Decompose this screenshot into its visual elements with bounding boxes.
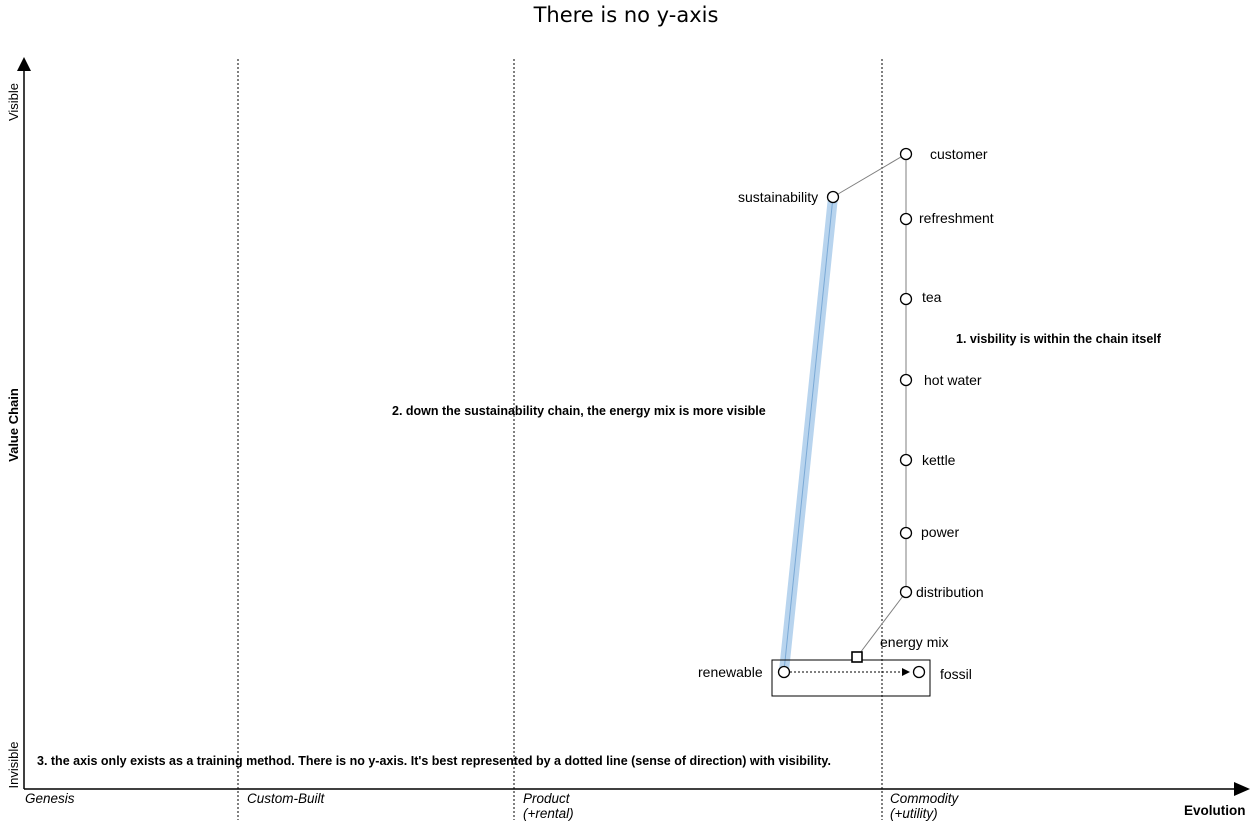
evolution-arrowhead xyxy=(902,668,910,676)
stage-product: Product (+rental) xyxy=(523,791,574,821)
label-hot-water: hot water xyxy=(924,372,982,388)
node-energy-mix xyxy=(851,651,863,663)
y-axis-title: Value Chain xyxy=(6,388,21,462)
y-axis-arrowhead xyxy=(17,57,31,71)
label-tea: tea xyxy=(922,289,942,305)
label-sustainability: sustainability xyxy=(738,189,819,205)
y-axis-bottom-label: Invisible xyxy=(6,741,21,789)
map-title: There is no y-axis xyxy=(533,3,719,27)
stage-product-label: Product xyxy=(523,791,570,806)
label-fossil: fossil xyxy=(940,666,972,682)
node-tea xyxy=(899,292,913,306)
stage-custom-built: Custom-Built xyxy=(247,791,324,806)
node-hot-water xyxy=(899,373,913,387)
label-distribution: distribution xyxy=(916,584,984,600)
node-kettle xyxy=(899,453,913,467)
node-refreshment xyxy=(899,212,913,226)
label-kettle: kettle xyxy=(922,452,956,468)
node-sustainability xyxy=(826,190,840,204)
note-3: 3. the axis only exists as a training me… xyxy=(37,754,831,768)
node-renewable xyxy=(777,665,791,679)
label-energy-mix: energy mix xyxy=(880,634,949,650)
label-renewable: renewable xyxy=(698,664,763,680)
y-axis-top-label: Visible xyxy=(6,82,21,122)
x-axis-title: Evolution xyxy=(1184,803,1246,818)
stage-commodity-sub: (+utility) xyxy=(890,806,938,821)
dependency-links xyxy=(832,153,907,658)
label-customer: customer xyxy=(930,146,988,162)
stage-commodity: Commodity (+utility) xyxy=(890,791,958,821)
node-fossil xyxy=(912,665,926,679)
stage-commodity-label: Commodity xyxy=(890,791,959,806)
stage-custom-built-label: Custom-Built xyxy=(247,791,325,806)
note-2: 2. down the sustainability chain, the en… xyxy=(392,404,766,418)
node-power xyxy=(899,526,913,540)
component-nodes xyxy=(777,147,926,679)
note-1: 1. visbility is within the chain itself xyxy=(956,332,1161,346)
label-refreshment: refreshment xyxy=(919,210,994,226)
node-customer xyxy=(899,147,913,161)
label-power: power xyxy=(921,524,960,540)
energy-mix-box xyxy=(771,659,931,697)
x-axis-arrowhead xyxy=(1234,782,1250,796)
stage-genesis: Genesis xyxy=(25,791,75,806)
stage-product-sub: (+rental) xyxy=(523,806,574,821)
stage-genesis-label: Genesis xyxy=(25,791,75,806)
node-distribution xyxy=(899,585,913,599)
link-sustainability-renewable xyxy=(783,196,834,672)
